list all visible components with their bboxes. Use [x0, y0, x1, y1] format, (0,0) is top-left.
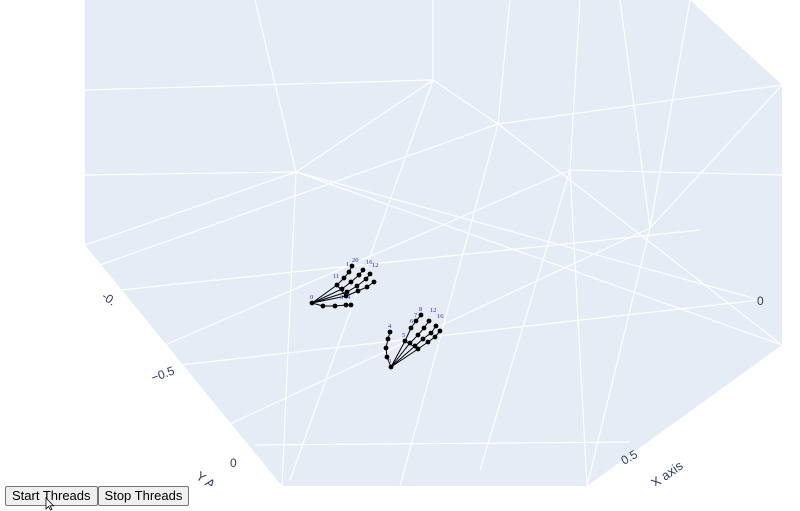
landmark-label: 8: [419, 306, 422, 313]
y-tick-label: −0.5: [149, 363, 176, 384]
landmark-label: 12: [372, 262, 379, 269]
hand-b-points: [383, 312, 443, 370]
landmark-label: 11: [333, 273, 339, 280]
hand-a-points: [309, 263, 377, 309]
landmark-label: 0: [310, 294, 313, 301]
landmark-label: 16: [366, 259, 373, 266]
y-axis-title: Y A: [193, 468, 218, 486]
landmark-label: 7: [414, 312, 418, 319]
grid-lines: [84, 0, 783, 486]
landmark-label: 6: [410, 318, 414, 325]
landmark-label: 16: [437, 313, 444, 320]
y-tick-label: -0.: [99, 289, 119, 309]
landmark-label: 20: [352, 257, 359, 264]
landmark-label: 1: [346, 261, 349, 268]
landmark-label: 5: [402, 332, 405, 339]
mouse-pointer-icon: [45, 497, 55, 511]
start-threads-button[interactable]: Start Threads: [5, 486, 98, 506]
hand-landmarks-a: 20 1 16 12 11 0 3 4: [309, 257, 379, 309]
thread-controls: Start Threads Stop Threads: [5, 486, 190, 506]
landmark-label: 3: [340, 294, 343, 301]
y-tick-label: 0: [230, 456, 237, 470]
scene-background: [85, 0, 782, 486]
hand-landmarks-b: 4 8 12 7 16 6 5 0: [383, 306, 444, 370]
x-tick-label: 0: [757, 294, 764, 308]
stop-threads-button[interactable]: Stop Threads: [97, 486, 190, 506]
landmark-label: 4: [347, 294, 351, 301]
landmark-label: 12: [430, 307, 437, 314]
3d-scene[interactable]: -0. −0.5 0 Y A 0.5 0 X axis 20 1 16 12: [0, 0, 800, 486]
x-axis-title: X axis: [648, 458, 686, 486]
landmark-label: 4: [388, 323, 392, 330]
landmark-label: 0: [388, 358, 391, 365]
